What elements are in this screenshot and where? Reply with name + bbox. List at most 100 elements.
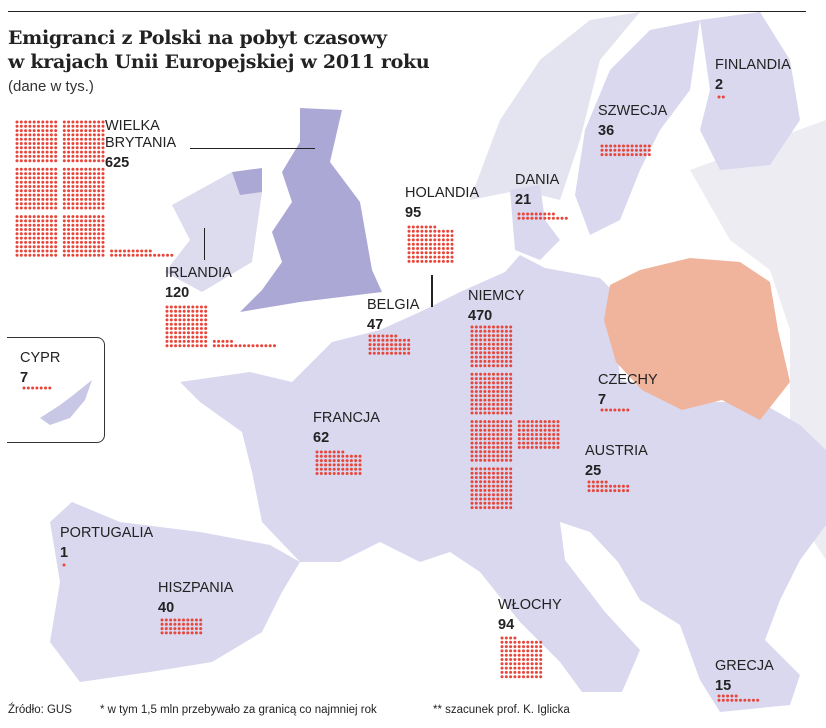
- emigrant-dot: [71, 245, 75, 249]
- emigrant-dot: [450, 247, 454, 250]
- country-value-greece: 15: [715, 678, 732, 694]
- emigrant-dot: [496, 325, 500, 329]
- emigrant-dot: [15, 236, 19, 240]
- emigrant-dot: [394, 338, 398, 342]
- emigrant-dot: [28, 129, 32, 133]
- emigrant-dot: [221, 339, 225, 343]
- emigrant-dot: [174, 318, 178, 322]
- emigrant-dot: [19, 193, 23, 197]
- emigrant-dot: [492, 372, 495, 376]
- emigrant-dot: [75, 245, 79, 249]
- emigrant-dot: [509, 488, 513, 492]
- emigrant-dot: [730, 698, 734, 702]
- emigrant-dot: [543, 424, 547, 428]
- emigrant-dot: [15, 232, 19, 236]
- emigrant-dot: [37, 176, 40, 180]
- emigrant-dot: [19, 146, 23, 150]
- emigrant-dot: [433, 225, 437, 229]
- emigrant-dot: [41, 240, 45, 244]
- emigrant-dot: [45, 133, 49, 137]
- emigrant-dot: [32, 232, 36, 236]
- emigrant-dot: [407, 255, 411, 259]
- emigrant-dot: [479, 428, 483, 432]
- country-value-finland: 2: [715, 77, 724, 93]
- emigrant-dot: [377, 334, 381, 338]
- emigrant-dot: [182, 622, 185, 626]
- emigrant-dot: [15, 253, 19, 257]
- emigrant-dot: [28, 236, 32, 240]
- emigrant-dot: [32, 189, 36, 193]
- emigrant-dot: [178, 314, 182, 318]
- emigrant-dot: [92, 142, 96, 145]
- emigrant-dot: [45, 245, 49, 249]
- emigrant-dot: [54, 189, 58, 193]
- emigrant-dot: [470, 329, 474, 333]
- ireland-land: [165, 172, 262, 292]
- emigrant-dot: [19, 206, 23, 210]
- emigrant-dot: [526, 645, 530, 649]
- emigrant-dot: [368, 343, 372, 347]
- emigrant-dot: [547, 437, 551, 441]
- emigrant-dot: [71, 228, 75, 231]
- emigrant-dot: [492, 398, 495, 402]
- emigrant-dot: [547, 420, 551, 424]
- emigrant-dot: [543, 441, 547, 445]
- emigrant-dot: [402, 351, 406, 355]
- emigrant-dot: [88, 159, 92, 163]
- emigrant-dot: [182, 318, 186, 322]
- emigrant-dot: [500, 454, 504, 458]
- emigrant-dot: [517, 428, 521, 432]
- emigrant-dot: [84, 176, 88, 180]
- emigrant-dot: [587, 484, 591, 488]
- emigrant-dot: [479, 338, 483, 342]
- emigrant-dot: [368, 351, 372, 355]
- emigrant-dot: [509, 467, 513, 471]
- emigrant-dot: [131, 253, 135, 257]
- emigrant-dot: [500, 325, 504, 329]
- emigrant-dot: [487, 450, 491, 454]
- emigrant-dot: [110, 249, 114, 253]
- emigrant-dot: [49, 159, 53, 163]
- emigrant-dot: [62, 223, 66, 227]
- emigrant-dot: [530, 658, 534, 661]
- emigrant-dot: [101, 228, 105, 231]
- emigrant-dot: [84, 146, 88, 150]
- emigrant-dot: [80, 228, 83, 231]
- emigrant-dot: [182, 631, 185, 635]
- emigrant-dot: [337, 463, 340, 467]
- emigrant-dot: [160, 627, 164, 631]
- emigrant-dot: [62, 159, 66, 163]
- emigrant-dot: [429, 255, 432, 259]
- emigrant-dot: [474, 342, 478, 346]
- emigrant-dot: [500, 445, 504, 449]
- emigrant-dot: [500, 411, 504, 415]
- emigrant-dot: [496, 377, 500, 381]
- emigrant-dot: [756, 698, 760, 702]
- emigrant-dot: [424, 229, 428, 233]
- emigrant-dot: [368, 347, 372, 351]
- emigrant-dot: [539, 212, 542, 216]
- emigrant-dot: [416, 259, 420, 263]
- emigrant-dot: [539, 428, 543, 432]
- emigrant-dot: [80, 172, 83, 176]
- emigrant-dot: [169, 327, 173, 330]
- emigrant-dot: [381, 351, 385, 355]
- emigrant-dot: [41, 189, 45, 193]
- emigrant-dot: [97, 129, 101, 133]
- emigrant-dot: [429, 251, 432, 255]
- emigrant-dot: [80, 245, 83, 249]
- emigrant-dot: [483, 334, 487, 338]
- emigrant-dot: [164, 622, 168, 626]
- emigrant-dot: [71, 219, 75, 223]
- emigrant-dot: [178, 309, 182, 313]
- emigrant-dot: [526, 420, 530, 424]
- emigrant-dot: [41, 185, 45, 188]
- emigrant-dot: [522, 645, 525, 649]
- emigrant-dot: [470, 501, 474, 505]
- emigrant-dot: [492, 385, 495, 389]
- emigrant-dot: [509, 390, 513, 393]
- emigrant-dot: [539, 649, 543, 653]
- emigrant-dot: [500, 355, 504, 359]
- emigrant-dot: [15, 159, 19, 163]
